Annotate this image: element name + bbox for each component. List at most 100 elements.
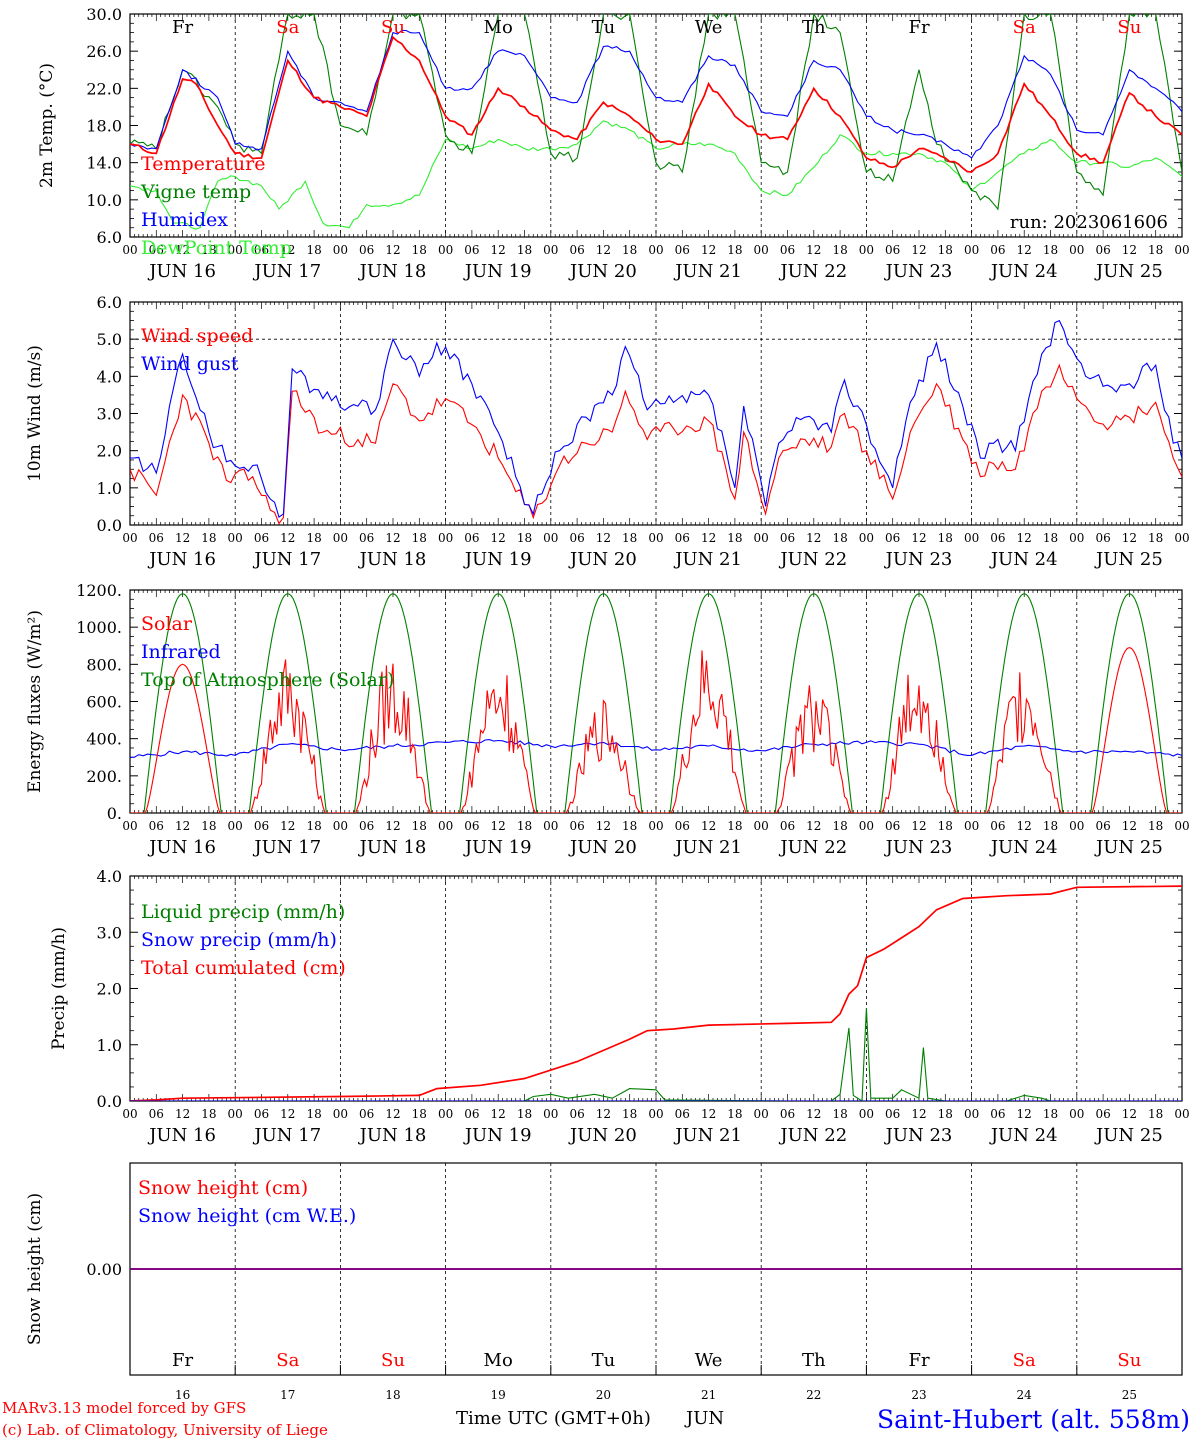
legend-entry: Wind speed bbox=[141, 325, 253, 347]
hour-tick-label: 12 bbox=[175, 531, 190, 545]
hour-tick-label: 06 bbox=[885, 243, 900, 257]
hour-tick-label: 00 bbox=[859, 531, 874, 545]
weekday-label: Fr bbox=[908, 1350, 929, 1371]
hour-tick-label: 00 bbox=[438, 819, 453, 833]
hour-tick-label: 18 bbox=[201, 819, 216, 833]
hour-tick-label: 00 bbox=[333, 1107, 348, 1121]
panel-4: 00 06 12 18 00 06 12 18 00 06 12 18 00 06 12 18 00 06 12 18… bbox=[49, 867, 1190, 1146]
hour-tick-label: 18 bbox=[412, 1107, 427, 1121]
hour-tick-label: 12 bbox=[1122, 1107, 1137, 1121]
hour-tick-label: 00 bbox=[1069, 1107, 1084, 1121]
y-tick-label: 1200. bbox=[76, 581, 122, 600]
day-label: JUN 19 bbox=[463, 261, 532, 282]
hour-tick-label: 00 bbox=[964, 531, 979, 545]
hour-tick-label: 06 bbox=[990, 819, 1005, 833]
day-label: JUN 22 bbox=[778, 837, 847, 858]
hour-tick-label: 00 bbox=[964, 1107, 979, 1121]
day-label: JUN 21 bbox=[673, 837, 742, 858]
day-number: 17 bbox=[280, 1388, 295, 1402]
hour-tick-label: 12 bbox=[1017, 819, 1032, 833]
legend-entry: Humidex bbox=[141, 209, 228, 231]
hour-tick-label: 18 bbox=[306, 1107, 321, 1121]
hour-tick-label: 06 bbox=[149, 819, 164, 833]
hour-tick-label: 06 bbox=[780, 819, 795, 833]
hour-tick-label: 06 bbox=[675, 243, 690, 257]
hour-tick-label: 12 bbox=[280, 243, 295, 257]
hour-tick-label: 12 bbox=[385, 531, 400, 545]
day-label: JUN 23 bbox=[884, 1125, 953, 1146]
hour-tick-label: 06 bbox=[885, 819, 900, 833]
hour-tick-label: 06 bbox=[464, 819, 479, 833]
y-axis-label: Precip (mm/h) bbox=[49, 927, 69, 1050]
legend-entry: Temperature bbox=[141, 153, 265, 175]
hour-tick-label: 06 bbox=[990, 531, 1005, 545]
weekday-label: Sa bbox=[276, 17, 299, 38]
day-label: JUN 24 bbox=[989, 549, 1058, 570]
day-label: JUN 18 bbox=[358, 1125, 427, 1146]
hour-tick-label: 00 bbox=[333, 531, 348, 545]
hour-tick-label: 12 bbox=[701, 1107, 716, 1121]
hour-tick-label: 18 bbox=[1148, 531, 1163, 545]
hour-tick-label: 12 bbox=[385, 1107, 400, 1121]
y-tick-label: 2.0 bbox=[97, 980, 122, 999]
hour-tick-label: 06 bbox=[254, 243, 269, 257]
hour-tick-label: 18 bbox=[306, 819, 321, 833]
y-tick-label: 6.0 bbox=[97, 293, 122, 312]
hour-tick-label: 06 bbox=[149, 243, 164, 257]
hour-tick-label: 06 bbox=[885, 1107, 900, 1121]
hour-tick-label: 18 bbox=[832, 243, 847, 257]
day-label: JUN 19 bbox=[463, 837, 532, 858]
hour-tick-label: 12 bbox=[806, 531, 821, 545]
day-number: 25 bbox=[1122, 1388, 1137, 1402]
panel-2: 00 06 12 18 00 06 12 18 00 06 12 18 00 06 12 18 00 06 12 18… bbox=[25, 293, 1190, 570]
hour-tick-label: 00 bbox=[1174, 531, 1189, 545]
day-label: JUN 25 bbox=[1094, 837, 1163, 858]
plot-frame bbox=[129, 301, 1183, 526]
y-tick-label: 5.0 bbox=[97, 330, 122, 349]
day-label: JUN 20 bbox=[568, 1125, 637, 1146]
hour-tick-label: 12 bbox=[806, 243, 821, 257]
hour-tick-label: 00 bbox=[438, 1107, 453, 1121]
hour-tick-label: 12 bbox=[1017, 1107, 1032, 1121]
day-label: JUN 22 bbox=[778, 261, 847, 282]
hour-tick-label: 12 bbox=[701, 819, 716, 833]
hour-tick-label: 12 bbox=[175, 819, 190, 833]
day-label: JUN 24 bbox=[989, 1125, 1058, 1146]
day-number: 22 bbox=[806, 1388, 821, 1402]
y-tick-label: 1.0 bbox=[97, 1036, 122, 1055]
y-tick-label: 4.0 bbox=[97, 867, 122, 886]
y-axis-label: 2m Temp. (°C) bbox=[37, 63, 57, 188]
hour-tick-label: 00 bbox=[1069, 819, 1084, 833]
hour-tick-label: 00 bbox=[648, 243, 663, 257]
hour-tick-label: 06 bbox=[254, 819, 269, 833]
day-label: JUN 25 bbox=[1094, 261, 1163, 282]
hour-tick-label: 06 bbox=[675, 1107, 690, 1121]
hour-tick-label: 06 bbox=[1095, 1107, 1110, 1121]
hour-tick-label: 00 bbox=[964, 243, 979, 257]
hour-tick-label: 12 bbox=[1122, 243, 1137, 257]
hour-tick-label: 18 bbox=[622, 819, 637, 833]
series-temperature bbox=[130, 35, 1182, 173]
hour-tick-label: 00 bbox=[859, 243, 874, 257]
hour-tick-label: 06 bbox=[990, 1107, 1005, 1121]
hour-tick-label: 12 bbox=[806, 819, 821, 833]
hour-tick-label: 00 bbox=[228, 531, 243, 545]
hour-tick-label: 06 bbox=[359, 1107, 374, 1121]
hour-tick-label: 12 bbox=[911, 531, 926, 545]
series-infrared bbox=[130, 739, 1182, 758]
hour-tick-label: 18 bbox=[517, 243, 532, 257]
panel-5: 0.00 Snow height (cm) Snow height (cm) Snow… bbox=[25, 1162, 1183, 1402]
hour-tick-label: 18 bbox=[1043, 1107, 1058, 1121]
hour-tick-label: 12 bbox=[911, 1107, 926, 1121]
hour-tick-label: 18 bbox=[938, 1107, 953, 1121]
hour-tick-label: 00 bbox=[228, 243, 243, 257]
weekday-label: Th bbox=[802, 17, 826, 38]
day-label: JUN 21 bbox=[673, 1125, 742, 1146]
y-axis-label: 10m Wind (m/s) bbox=[25, 345, 45, 482]
day-label: JUN 16 bbox=[147, 549, 216, 570]
series-group bbox=[130, 319, 1182, 525]
series-top-of-atmosphere-solar bbox=[130, 593, 1182, 813]
station-title: Saint-Hubert (alt. 558m) bbox=[877, 1405, 1190, 1434]
hour-tick-label: 00 bbox=[1174, 243, 1189, 257]
hour-tick-label: 12 bbox=[491, 1107, 506, 1121]
